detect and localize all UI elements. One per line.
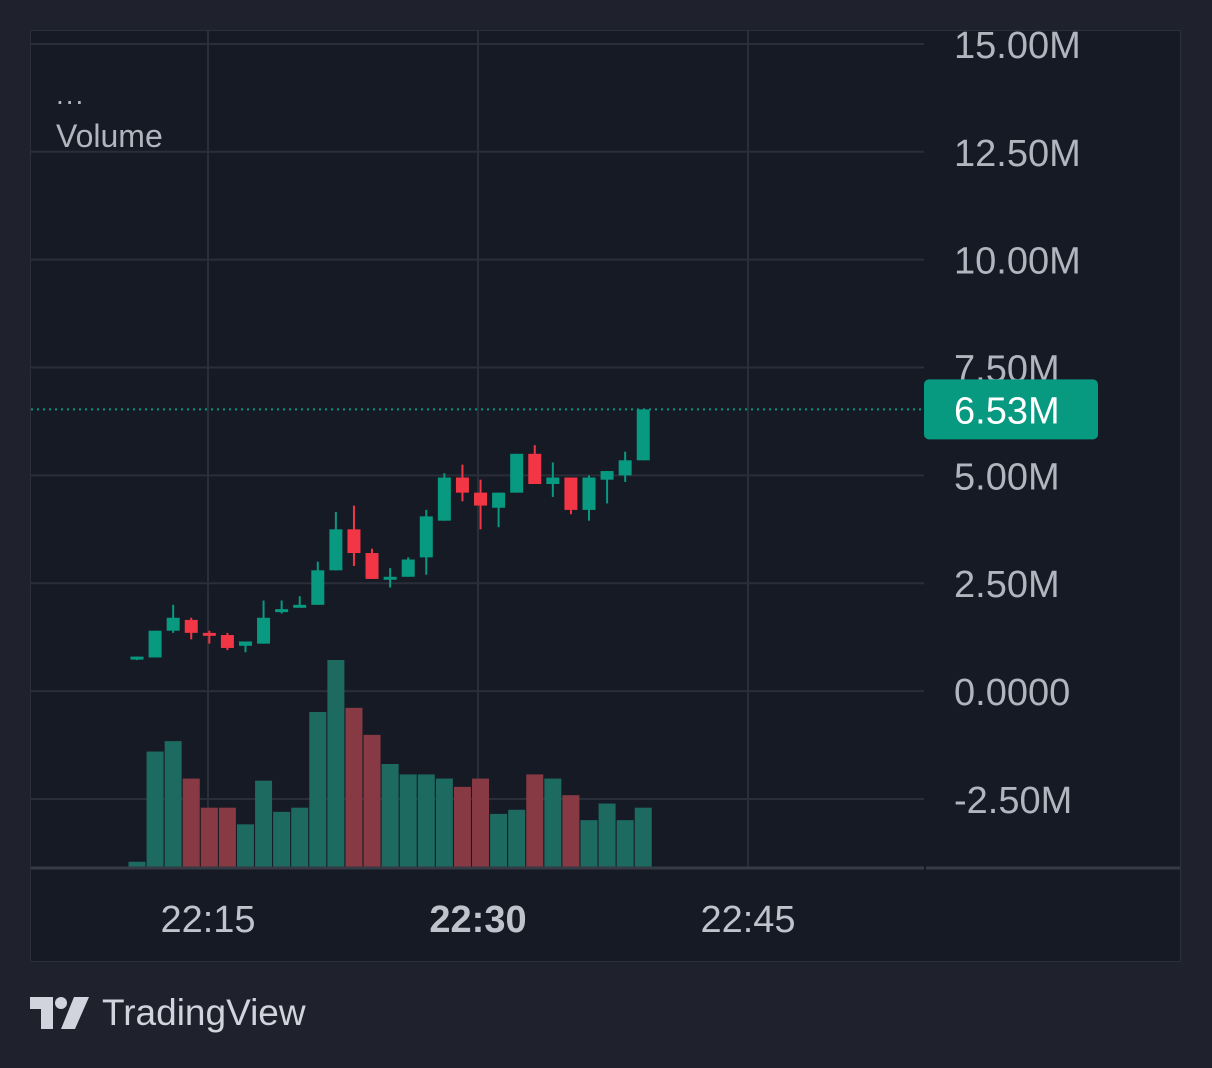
volume-bar xyxy=(309,712,327,868)
price-axis-label: 0.0000 xyxy=(954,672,1070,714)
time-axis-label: 22:15 xyxy=(160,899,255,941)
volume-bar xyxy=(634,807,652,868)
volume-bar xyxy=(598,803,616,868)
candle-body xyxy=(184,619,198,633)
price-axis-label: 2.50M xyxy=(954,564,1060,606)
legend: ... Volume xyxy=(56,75,163,159)
volume-bar xyxy=(435,778,453,868)
volume-bar xyxy=(508,809,526,868)
candle-body xyxy=(166,617,180,631)
volume-bar xyxy=(616,820,634,868)
volume-bar xyxy=(236,824,254,868)
candle-body xyxy=(130,656,144,660)
candle-body xyxy=(582,477,596,510)
candle-body xyxy=(564,477,578,510)
price-chart[interactable]: 15.00M12.50M10.00M7.50M5.00M2.50M0.0000-… xyxy=(31,31,1181,962)
volume-bar xyxy=(417,774,435,868)
candle-body xyxy=(220,635,234,648)
volume-bar xyxy=(363,734,381,868)
volume-bar xyxy=(544,778,562,868)
volume-bar xyxy=(345,707,363,868)
volume-bar xyxy=(255,780,273,868)
price-axis-label: 15.00M xyxy=(954,31,1081,67)
legend-series-label: Volume xyxy=(56,118,163,155)
candle-body xyxy=(311,570,325,605)
candle-body xyxy=(401,559,415,577)
volume-bar xyxy=(381,764,399,868)
time-axis-label: 22:45 xyxy=(700,899,795,941)
time-axis-label: 22:30 xyxy=(429,899,526,941)
tradingview-brand[interactable]: TradingView xyxy=(30,990,306,1036)
candle-body xyxy=(238,641,252,646)
volume-bar xyxy=(472,778,490,868)
chart-frame[interactable]: 15.00M 12.50M 10.00M 7.50M 5.00M 2.50M 0.0000-… xyxy=(30,30,1181,962)
volume-bar xyxy=(291,807,309,868)
candle-body xyxy=(293,604,307,608)
candle-body xyxy=(474,492,488,506)
volume-bar xyxy=(218,807,236,868)
candle-body xyxy=(365,553,379,579)
volume-bar xyxy=(327,660,345,868)
price-axis-label: 5.00M xyxy=(954,456,1060,498)
price-axis-label: 12.50M xyxy=(954,133,1081,175)
candle-body xyxy=(347,529,361,554)
candle-body xyxy=(329,529,343,571)
candle-body xyxy=(202,632,216,636)
volume-bar xyxy=(128,861,146,868)
candle-body xyxy=(600,471,614,480)
candle-body xyxy=(437,477,451,521)
candle-body xyxy=(618,460,632,476)
candle-body xyxy=(636,409,650,461)
candle-body xyxy=(257,617,271,644)
volume-bar xyxy=(580,820,598,868)
candle-body xyxy=(275,609,289,613)
volume-bar xyxy=(453,786,471,868)
last-value-badge xyxy=(924,379,1098,440)
brand-name: TradingView xyxy=(102,992,306,1033)
volume-bar xyxy=(182,778,200,868)
candle-body xyxy=(419,516,433,558)
candle-body xyxy=(510,453,524,493)
volume-bar xyxy=(490,813,508,868)
candle-body xyxy=(546,477,560,485)
candle-body xyxy=(455,477,469,493)
price-axis-label: 10.00M xyxy=(954,241,1081,283)
price-axis-label: -2.50M xyxy=(954,780,1072,822)
candle-body xyxy=(492,492,506,508)
volume-bar xyxy=(200,807,218,868)
candle-body xyxy=(148,630,162,658)
volume-bar xyxy=(164,741,182,868)
volume-bar xyxy=(526,774,544,868)
last-value-label: 6.53M xyxy=(954,390,1060,432)
candle-body xyxy=(383,576,397,580)
legend-more-icon[interactable]: ... xyxy=(56,79,86,110)
volume-bar xyxy=(399,774,417,868)
volume-bar xyxy=(273,811,291,868)
volume-bar xyxy=(146,751,164,868)
tradingview-logo-icon xyxy=(30,997,89,1029)
candle-body xyxy=(528,453,542,485)
volume-bar xyxy=(562,795,580,868)
